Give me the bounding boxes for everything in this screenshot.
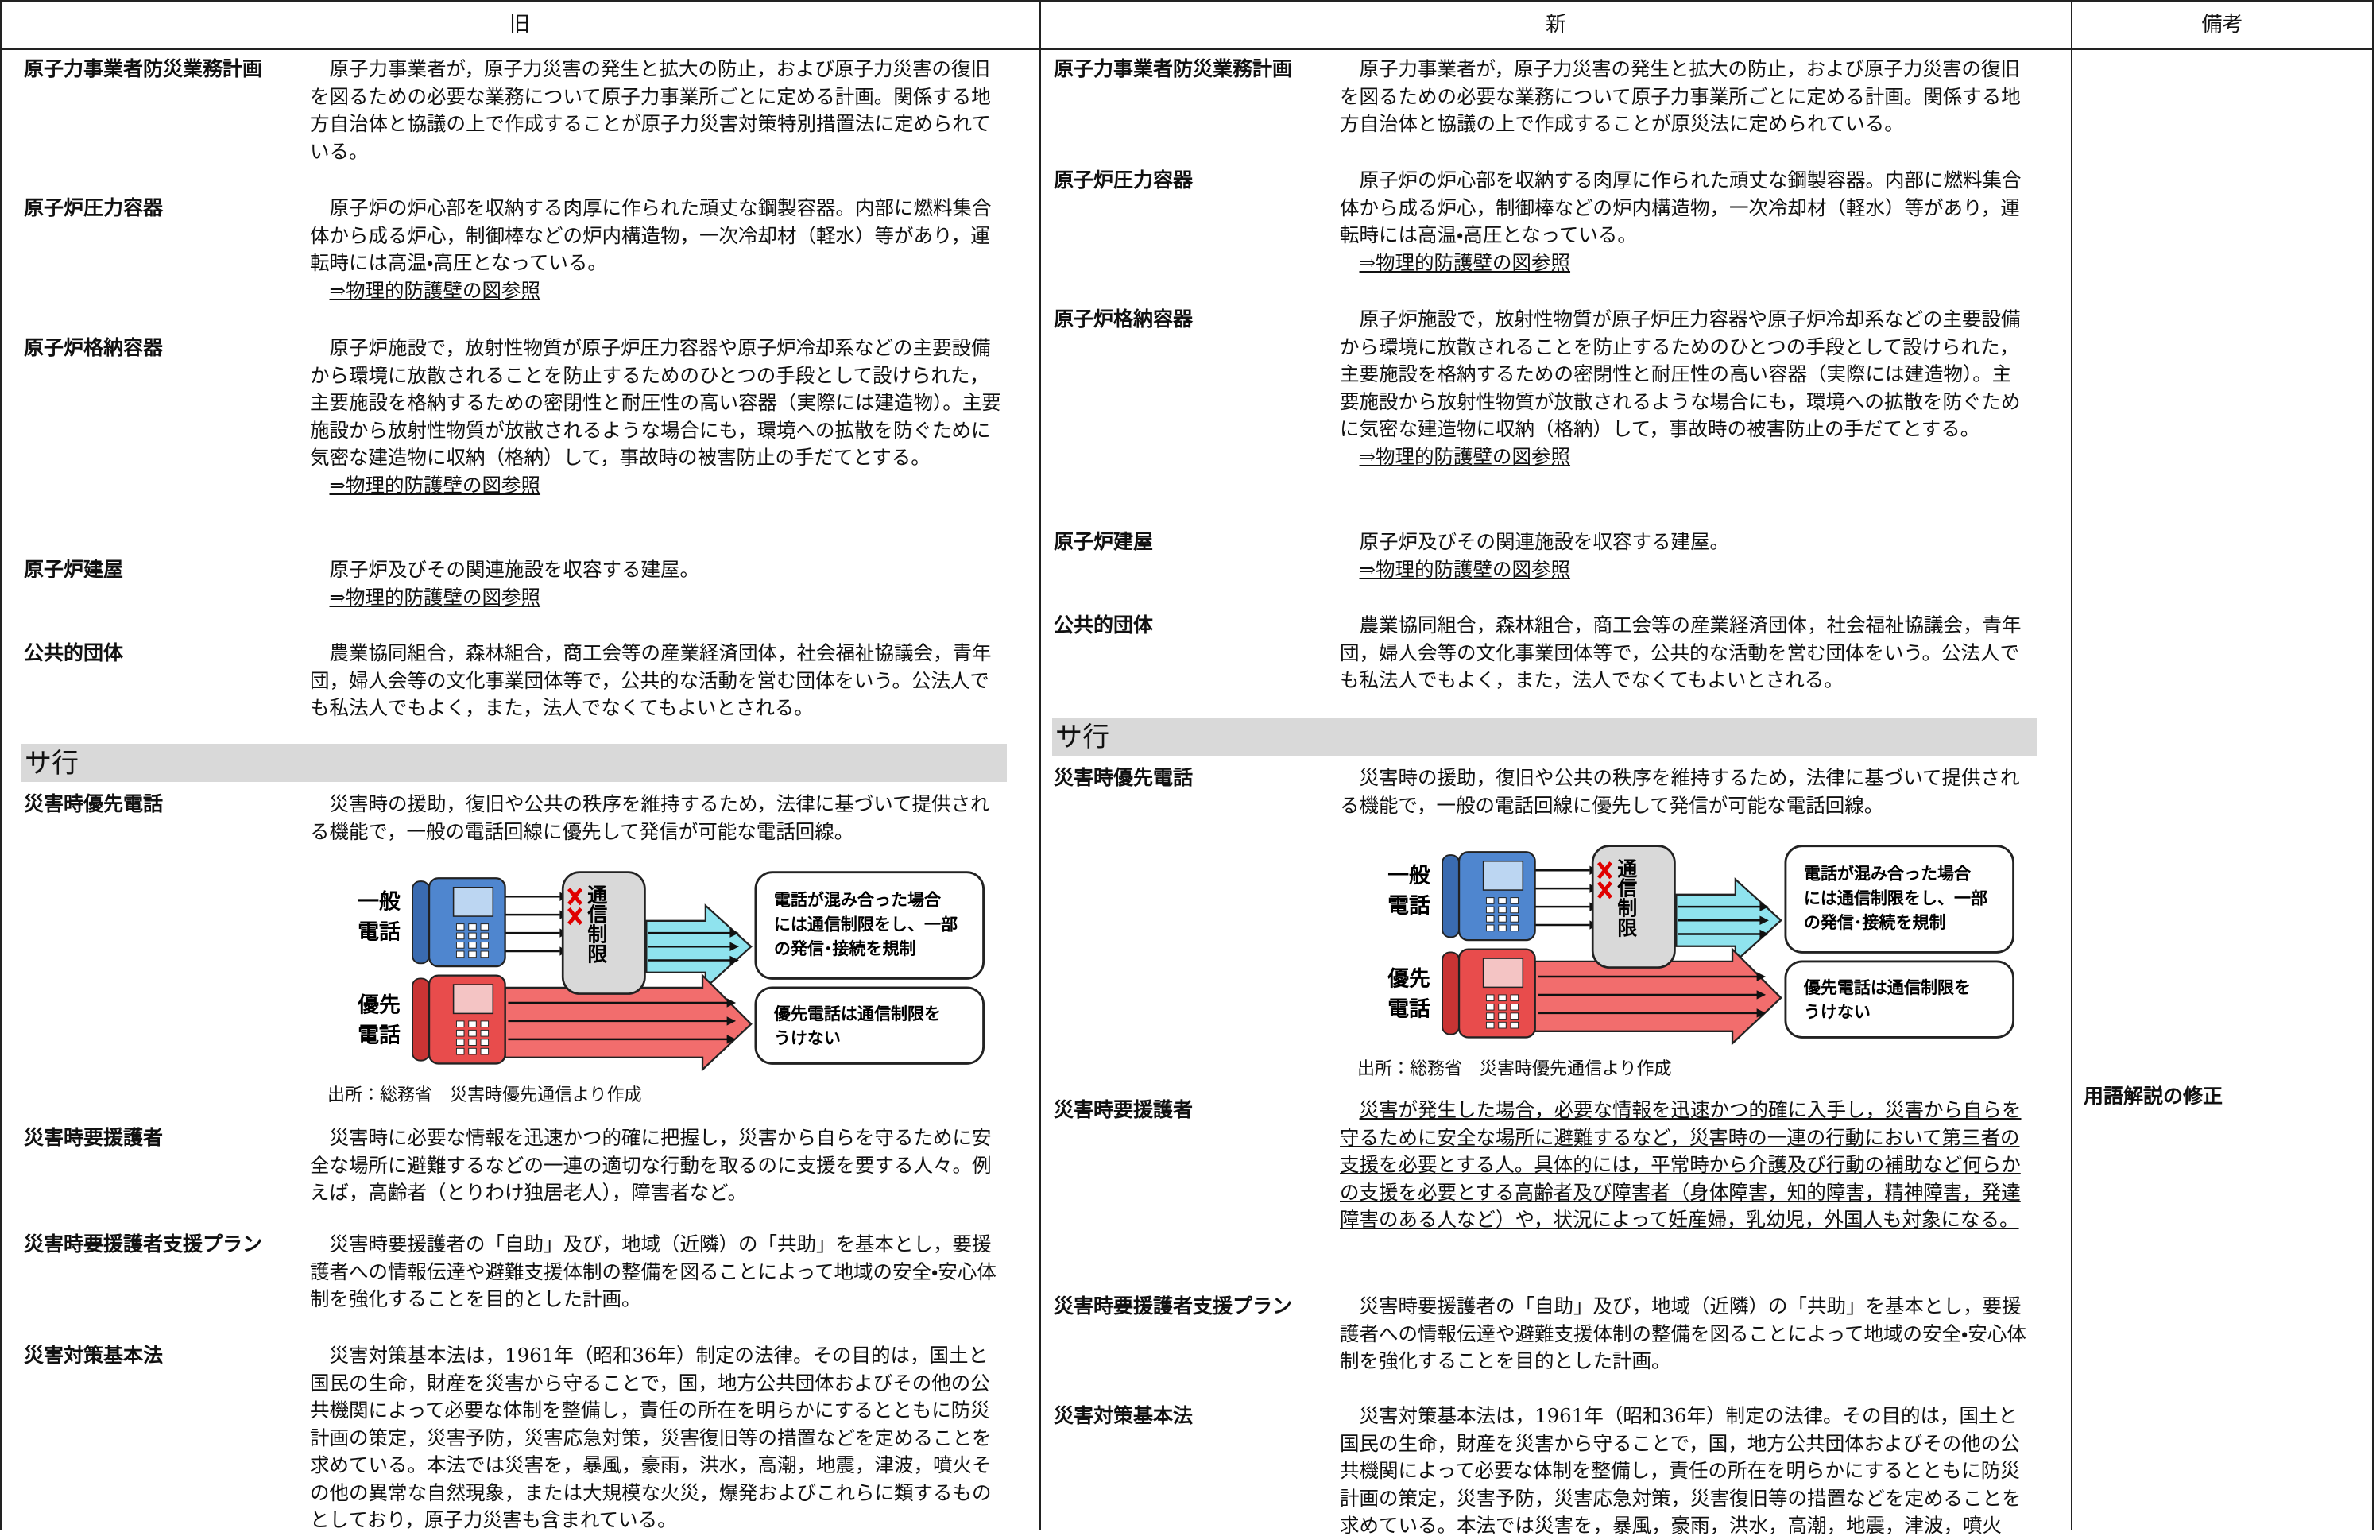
figure-label: 通信制限	[585, 884, 608, 964]
term: 災害時要援護者支援プラン	[1054, 1294, 1293, 1318]
definition: 原子炉及びその関連施設を収容する建屋。 ⇒物理的防護壁の図参照	[310, 556, 1004, 611]
figure-label: 電話が混み合った場合	[774, 890, 942, 910]
figure-source: 出所：総務省 災害時優先通信より作成	[1357, 1059, 1672, 1079]
figure-label: 電話	[358, 1023, 401, 1048]
figure-source: 出所：総務省 災害時優先通信より作成	[327, 1085, 642, 1105]
reference-link: ⇒物理的防護壁の図参照	[1359, 444, 1571, 468]
definition-text: 原子力事業者が，原子力災害の発生と拡大の防止，および原子力災害の復旧を図るための…	[1340, 57, 2021, 135]
definition: 災害対策基本法は，1961年（昭和36年）制定の法律。その目的は，国土と国民の生…	[310, 1342, 1004, 1534]
definition-text: 災害時に必要な情報を迅速かつ的確に把握し，災害から自らを守るために安全な場所に避…	[310, 1126, 992, 1204]
definition-text: 災害が発生した場合，必要な情報を迅速かつ的確に入手し，災害から自らを守るために安…	[1340, 1098, 2022, 1231]
definition: 原子炉の炉心部を収納する肉厚に作られた頑丈な鋼製容器。内部に燃料集合体から成る炉…	[1340, 167, 2028, 277]
term: 原子炉圧力容器	[24, 196, 164, 219]
definition-text: 災害時要援護者の「自助」及び，地域（近隣）の「共助」を基本とし，要援護者への情報…	[310, 1232, 997, 1310]
term: 災害対策基本法	[1054, 1404, 1194, 1427]
definition: 災害時に必要な情報を迅速かつ的確に把握し，災害から自らを守るために安全な場所に避…	[310, 1124, 1004, 1207]
column-header: 備考	[2201, 13, 2243, 37]
figure-label: 電話	[358, 920, 401, 945]
term: 公共的団体	[1054, 613, 1154, 637]
definition: 原子炉及びその関連施設を収容する建屋。 ⇒物理的防護壁の図参照	[1340, 528, 2028, 583]
definition-text: 原子炉及びその関連施設を収容する建屋。	[1359, 530, 1730, 553]
table-border	[0, 0, 2374, 2]
reference-link: ⇒物理的防護壁の図参照	[329, 278, 541, 302]
figure-label: には通信制限をし、一部	[1804, 888, 1987, 907]
figure-label: 優先電話は通信制限を	[773, 1004, 941, 1023]
figure-label: 電話が混み合った場合	[1804, 864, 1972, 884]
term: 災害対策基本法	[24, 1344, 164, 1367]
section-heading: サ行	[1052, 718, 2037, 756]
figure-label: 電話	[1387, 894, 1430, 919]
definition: 農業協同組合，森林組合，商工会等の産業経済団体，社会福祉協議会，青年団，婦人会等…	[1340, 612, 2028, 695]
definition: 農業協同組合，森林組合，商工会等の産業経済団体，社会福祉協議会，青年団，婦人会等…	[310, 640, 1004, 722]
definition-text: 原子炉の炉心部を収納する肉厚に作られた頑丈な鋼製容器。内部に燃料集合体から成る炉…	[310, 196, 992, 274]
definition-text: 災害時の援助，復旧や公共の秩序を維持するため，法律に基づいて提供される機能で，一…	[310, 792, 990, 843]
definition: 原子炉施設で，放射性物質が原子炉圧力容器や原子炉冷却系などの主要設備から環境に放…	[1340, 306, 2028, 470]
definition: 災害時要援護者の「自助」及び，地域（近隣）の「共助」を基本とし，要援護者への情報…	[1340, 1293, 2028, 1376]
term: 災害時要援護者支援プラン	[24, 1232, 263, 1256]
reference-link: ⇒物理的防護壁の図参照	[329, 585, 541, 609]
definition: 災害時の援助，復旧や公共の秩序を維持するため，法律に基づいて提供される機能で，一…	[310, 791, 1004, 1110]
term: 災害時優先電話	[1054, 766, 1194, 789]
reference-link: ⇒物理的防護壁の図参照	[1359, 250, 1571, 274]
figure-label: 一般	[1387, 864, 1431, 888]
figure-label: 電話	[1387, 997, 1430, 1022]
definition-text: 原子炉施設で，放射性物質が原子炉圧力容器や原子炉冷却系などの主要設備から環境に放…	[1340, 308, 2021, 440]
definition: 災害が発生した場合，必要な情報を迅速かつ的確に入手し，災害から自らを守るために安…	[1340, 1097, 2028, 1234]
term: 災害時要援護者	[24, 1126, 164, 1149]
figure-label: 通信制限	[1615, 858, 1638, 938]
remark: 用語解説の修正	[2084, 1085, 2223, 1108]
reference-link: ⇒物理的防護壁の図参照	[1359, 557, 1571, 581]
term: 公共的団体	[24, 641, 124, 664]
definition-text: 農業協同組合，森林組合，商工会等の産業経済団体，社会福祉協議会，青年団，婦人会等…	[1340, 613, 2022, 691]
figure-label: の発信･接続を規制	[1804, 912, 1946, 932]
definition: 原子炉の炉心部を収納する肉厚に作られた頑丈な鋼製容器。内部に燃料集合体から成る炉…	[310, 195, 1004, 304]
term: 原子炉建屋	[1054, 530, 1154, 553]
term: 災害時優先電話	[24, 792, 164, 815]
definition-text: 災害時の援助，復旧や公共の秩序を維持するため，法律に基づいて提供される機能で，一…	[1340, 766, 2020, 817]
figure-label: には通信制限をし、一部	[774, 914, 958, 934]
figure: 通信制限 一般 電話 優先 電話 電話が混み合った場合 には通信制限をし、一部 の発信･接…	[350, 866, 1004, 1071]
definition: 原子力事業者が，原子力災害の発生と拡大の防止，および原子力災害の復旧を図るための…	[1340, 56, 2028, 138]
term: 原子炉格納容器	[24, 336, 164, 359]
figure-label: の発信･接続を規制	[774, 938, 916, 958]
definition-text: 原子炉施設で，放射性物質が原子炉圧力容器や原子炉冷却系などの主要設備から環境に放…	[310, 336, 1001, 469]
definition-text: 災害対策基本法は，1961年（昭和36年）制定の法律。その目的は，国土と国民の生…	[310, 1344, 992, 1531]
definition: 原子炉施設で，放射性物質が原子炉圧力容器や原子炉冷却系などの主要設備から環境に放…	[310, 335, 1004, 499]
figure-label: 一般	[358, 890, 401, 915]
section-heading: サ行	[21, 744, 1007, 782]
figure-label: うけない	[774, 1028, 841, 1048]
definition-text: 原子力事業者が，原子力災害の発生と拡大の防止，および原子力災害の復旧を図るための…	[310, 57, 991, 163]
reference-link: ⇒物理的防護壁の図参照	[329, 473, 541, 497]
definition: 原子力事業者が，原子力災害の発生と拡大の防止，および原子力災害の復旧を図るための…	[310, 56, 1004, 165]
column-header: 旧	[509, 13, 530, 37]
table-border	[0, 0, 2, 1530]
table-border	[2071, 0, 2072, 1530]
definition-text: 農業協同組合，森林組合，商工会等の産業経済団体，社会福祉協議会，青年団，婦人会等…	[310, 641, 992, 719]
term: 原子力事業者防災業務計画	[1054, 57, 1293, 80]
definition: 災害時の援助，復旧や公共の秩序を維持するため，法律に基づいて提供される機能で，一…	[1340, 764, 2028, 1084]
definition-text: 原子炉の炉心部を収納する肉厚に作られた頑丈な鋼製容器。内部に燃料集合体から成る炉…	[1340, 168, 2022, 246]
figure-label: 優先	[357, 992, 401, 1017]
table-border	[0, 48, 2374, 50]
table-border	[1039, 0, 1041, 1530]
definition-text: 災害対策基本法は，1961年（昭和36年）制定の法律。その目的は，国土と国民の生…	[1340, 1404, 2022, 1537]
term: 原子炉格納容器	[1054, 308, 1194, 331]
definition: 災害時要援護者の「自助」及び，地域（近隣）の「共助」を基本とし，要援護者への情報…	[310, 1231, 1004, 1314]
figure-label: 優先電話は通信制限を	[1803, 977, 1971, 997]
term: 原子炉圧力容器	[1054, 168, 1194, 192]
figure-label: 優先	[1387, 966, 1430, 991]
definition-text: 原子炉及びその関連施設を収容する建屋。	[329, 558, 700, 581]
figure: 通信制限 一般 電話 優先 電話 電話が混み合った場合 には通信制限をし、一部 の発信･接…	[1380, 840, 2028, 1045]
term: 原子炉建屋	[24, 558, 124, 581]
definition: 災害対策基本法は，1961年（昭和36年）制定の法律。その目的は，国土と国民の生…	[1340, 1403, 2028, 1540]
figure-label: うけない	[1804, 1002, 1871, 1022]
column-header: 新	[1545, 13, 1566, 37]
term: 原子力事業者防災業務計画	[24, 57, 263, 80]
term: 災害時要援護者	[1054, 1098, 1194, 1121]
table-border	[2372, 0, 2374, 1530]
definition-text: 災害時要援護者の「自助」及び，地域（近隣）の「共助」を基本とし，要援護者への情報…	[1340, 1294, 2026, 1372]
